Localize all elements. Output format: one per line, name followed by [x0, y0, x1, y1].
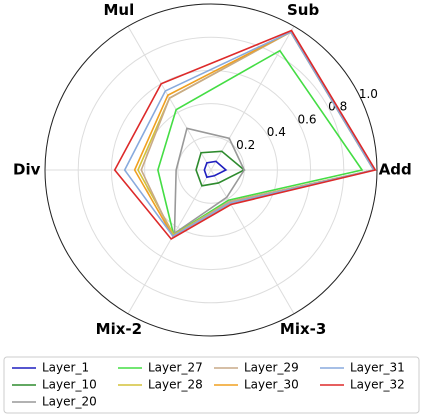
series-line	[173, 127, 246, 235]
axis-label: Mul	[103, 1, 134, 19]
r-tick-label: 0.4	[267, 125, 286, 139]
r-tick-label: 0.6	[297, 112, 316, 126]
spoke	[210, 169, 295, 315]
axis-label: Div	[13, 161, 41, 179]
series-line	[113, 29, 377, 241]
legend-label: Layer_30	[244, 378, 299, 392]
legend-label: Layer_1	[42, 361, 89, 375]
axis-label: Add	[379, 161, 412, 179]
r-tick-label: 1.0	[359, 87, 378, 101]
legend-box	[3, 356, 420, 414]
axis-label: Mix-2	[96, 320, 142, 338]
axis-label: Sub	[287, 1, 319, 19]
legend-label: Layer_20	[42, 395, 97, 409]
legend-label: Layer_28	[148, 378, 203, 392]
series-line	[157, 49, 364, 236]
legend-label: Layer_29	[244, 361, 299, 375]
r-tick-label: 0.2	[236, 138, 255, 152]
series-line	[123, 30, 375, 238]
series-line	[195, 150, 246, 187]
outer-circle	[44, 3, 378, 337]
spoke	[127, 169, 212, 315]
series-line	[203, 160, 228, 179]
axis-label: Mix-3	[280, 320, 326, 338]
legend-label: Layer_27	[148, 361, 203, 375]
legend-label: Layer_32	[350, 378, 405, 392]
legend-label: Layer_10	[42, 378, 97, 392]
legend-label: Layer_31	[350, 361, 405, 375]
